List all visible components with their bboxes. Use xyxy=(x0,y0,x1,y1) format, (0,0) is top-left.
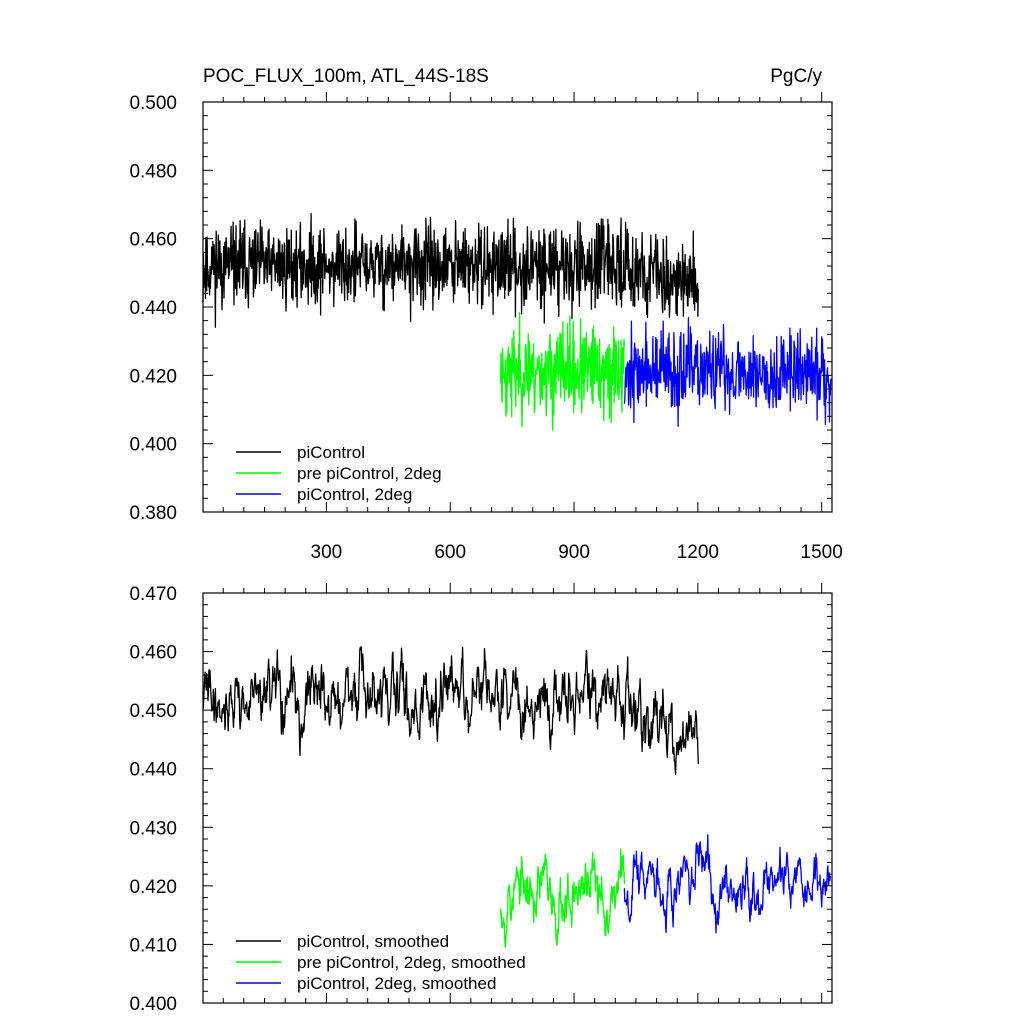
y-tick-label: 0.440 xyxy=(129,760,177,781)
chart-units: PgC/y xyxy=(770,66,822,87)
y-tick-label: 0.480 xyxy=(129,161,177,182)
y-tick-label: 0.460 xyxy=(129,643,177,664)
y-tick-label: 0.420 xyxy=(129,877,177,898)
legend-label: piControl, smoothed xyxy=(297,932,449,951)
series-line-picontrol-smoothed xyxy=(202,646,699,776)
legend-label: piControl, 2deg xyxy=(297,485,412,504)
x-tick-label: 1500 xyxy=(801,542,843,563)
y-tick-label: 0.420 xyxy=(129,366,177,387)
y-tick-label: 0.450 xyxy=(129,701,177,722)
x-tick-label: 1200 xyxy=(677,542,719,563)
legend-label: piControl, 2deg, smoothed xyxy=(297,974,496,993)
legend-label: pre piControl, 2deg, smoothed xyxy=(297,953,526,972)
series-line-picontrol-2deg-smoothed xyxy=(623,834,832,934)
bottom-panel: 0.400 0.410 0.420 0.430 0.440 0.450 0.460 0.470… xyxy=(129,583,833,1015)
x-tick-label: 600 xyxy=(434,542,466,563)
y-tick-label: 0.500 xyxy=(129,93,177,114)
y-tick-label: 0.470 xyxy=(129,584,177,605)
x-tick-label: 300 xyxy=(311,542,343,563)
top-panel: 0.380 0.400 0.420 0.440 0.460 0.480 0.500 300 60… xyxy=(129,92,843,563)
y-tick-label: 0.410 xyxy=(129,935,177,956)
y-tick-label: 0.430 xyxy=(129,818,177,839)
series-line-pre-picontrol-2deg-smoothed xyxy=(499,848,626,948)
y-tick-label: 0.440 xyxy=(129,298,177,319)
x-tick-label: 900 xyxy=(558,542,590,563)
series-line-picontrol xyxy=(202,212,699,328)
series-line-pre-picontrol-2deg xyxy=(499,312,626,431)
legend-label: piControl xyxy=(297,443,365,462)
legend-label: pre piControl, 2deg xyxy=(297,464,442,483)
plot-frame xyxy=(202,592,833,1004)
y-tick-label: 0.400 xyxy=(129,435,177,456)
series-line-picontrol-2deg xyxy=(623,316,832,428)
y-tick-label: 0.460 xyxy=(129,230,177,251)
y-tick-label: 0.400 xyxy=(129,994,177,1015)
y-tick-label: 0.380 xyxy=(129,503,177,524)
chart-title: POC_FLUX_100m, ATL_44S-18S xyxy=(203,66,489,87)
